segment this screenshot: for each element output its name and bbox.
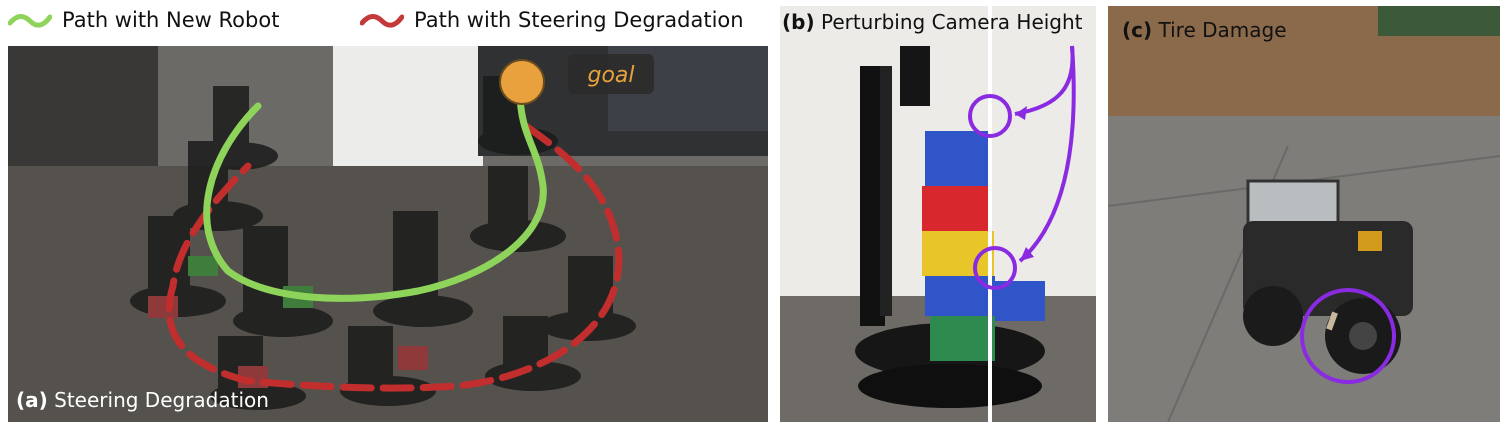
- new-robot-path: [203, 87, 547, 302]
- panel-b-tag: (b): [782, 10, 815, 34]
- red-wave-icon: [360, 14, 404, 28]
- panel-a-caption: (a) Steering Degradation: [16, 388, 269, 412]
- panel-a-title: Steering Degradation: [54, 388, 269, 412]
- camera-height-scene: [780, 6, 1096, 422]
- legend-steering-label: Path with Steering Degradation: [414, 8, 744, 32]
- panel-b-title: Perturbing Camera Height: [820, 10, 1083, 34]
- goal-marker: [499, 59, 545, 105]
- camera-highlight-bottom: [973, 246, 1017, 290]
- goal-label: goal: [587, 63, 634, 88]
- legend-new-robot: Path with New Robot: [8, 8, 279, 32]
- legend-steering: Path with Steering Degradation: [360, 8, 744, 32]
- legend-new-robot-label: Path with New Robot: [62, 8, 280, 32]
- goal-label-box: [568, 54, 654, 94]
- green-wave-icon: [8, 14, 52, 28]
- white-pillar: [333, 46, 483, 186]
- panel-b-caption: (b) Perturbing Camera Height: [782, 10, 1083, 34]
- steering-scene: goal: [8, 46, 768, 422]
- panel-b-photo: (b) Perturbing Camera Height: [780, 6, 1096, 422]
- panel-c-caption: (c) Tire Damage: [1122, 18, 1287, 42]
- panel-c-photo: (c) Tire Damage: [1108, 6, 1500, 422]
- camera-highlight-top: [968, 94, 1012, 138]
- arrow-bottom: [1018, 45, 1076, 263]
- tire-highlight: [1300, 288, 1396, 384]
- panel-a-photo: goal (a) Steering Degradation: [8, 46, 768, 422]
- divider-line: [988, 6, 992, 422]
- tire-damage-scene: [1108, 6, 1500, 422]
- panel-c-title: Tire Damage: [1158, 18, 1287, 42]
- panel-a-tag: (a): [16, 388, 48, 412]
- steering-path: [165, 122, 623, 392]
- panel-c-tag: (c): [1122, 18, 1153, 42]
